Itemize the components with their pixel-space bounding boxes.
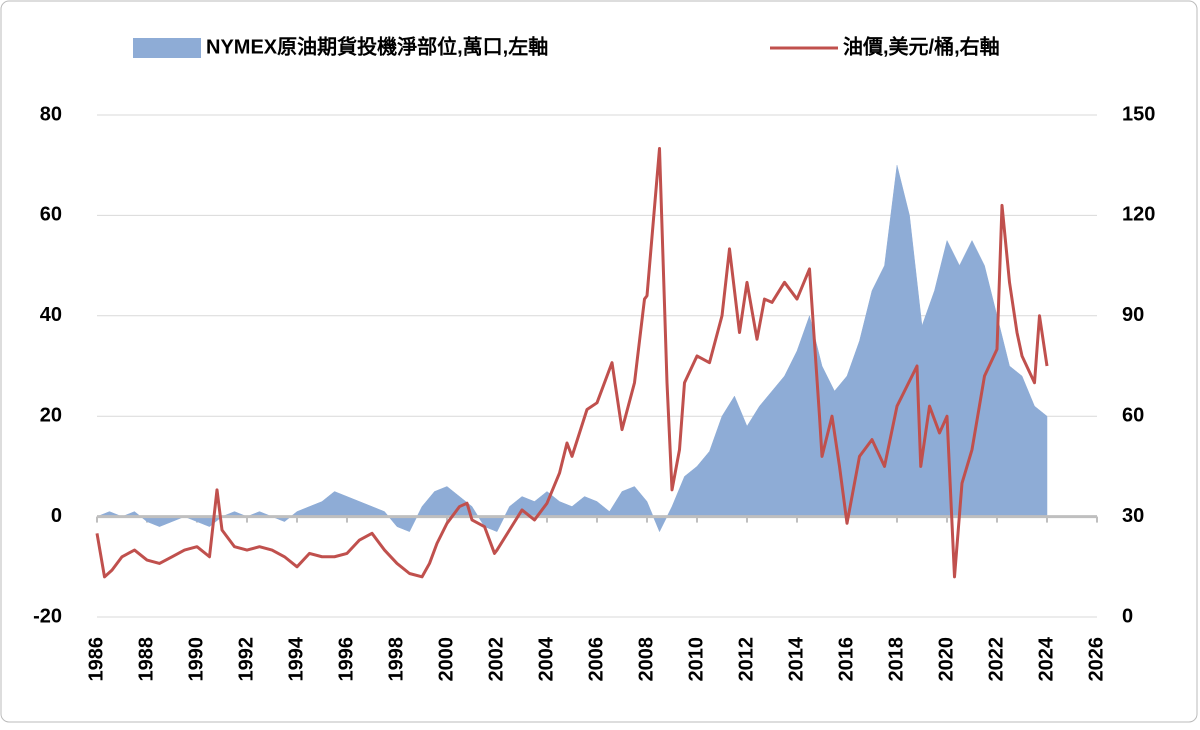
y-tick-label: 40 xyxy=(40,304,62,326)
x-tick-label: 2022 xyxy=(985,637,1007,682)
line xyxy=(95,146,1049,579)
y-tick-label: 20 xyxy=(40,404,62,426)
x-tick-label: 2004 xyxy=(535,636,557,681)
y2-tick-label: 60 xyxy=(1122,404,1144,426)
legend-label: 油價,美元/桶,右軸 xyxy=(843,34,1000,58)
x-tick-label: 2016 xyxy=(835,637,857,682)
x-tick-label: 1996 xyxy=(335,637,357,682)
y2-tick-label: 120 xyxy=(1122,204,1155,226)
x-tick-label: 1992 xyxy=(235,637,257,682)
x-tick-label: 2026 xyxy=(1085,637,1107,682)
x-tick-label: 2006 xyxy=(585,637,607,682)
x-tick-label: 1986 xyxy=(85,637,107,682)
x-tick-label: 2014 xyxy=(785,636,807,681)
x-tick-label: 1998 xyxy=(385,637,407,682)
area xyxy=(96,165,1048,533)
x-tick-label: 1994 xyxy=(285,636,307,681)
y-tick-label: -20 xyxy=(33,605,62,627)
legend-label: NYMEX原油期貨投機淨部位,萬口,左軸 xyxy=(206,34,548,58)
y-tick-label: 80 xyxy=(40,103,62,125)
x-tick-label: 2002 xyxy=(485,637,507,682)
x-tick-label: 2008 xyxy=(635,637,657,682)
y2-tick-label: 150 xyxy=(1122,103,1155,125)
y-tick-label: 60 xyxy=(40,204,62,226)
x-tick-label: 2010 xyxy=(685,637,707,682)
x-tick-label: 2000 xyxy=(435,637,457,682)
x-tick-label: 2012 xyxy=(735,637,757,682)
y2-tick-label: 90 xyxy=(1122,304,1144,326)
x-tick-label: 1988 xyxy=(135,637,157,682)
x-tick-label: 1990 xyxy=(185,637,207,682)
legend-swatch xyxy=(133,38,201,58)
x-tick-label: 2018 xyxy=(885,637,907,682)
x-tick-label: 2024 xyxy=(1035,636,1057,681)
y-tick-label: 0 xyxy=(51,505,62,527)
x-tick-label: 2020 xyxy=(935,637,957,682)
y2-tick-label: 30 xyxy=(1122,505,1144,527)
y2-tick-label: 0 xyxy=(1122,605,1133,627)
